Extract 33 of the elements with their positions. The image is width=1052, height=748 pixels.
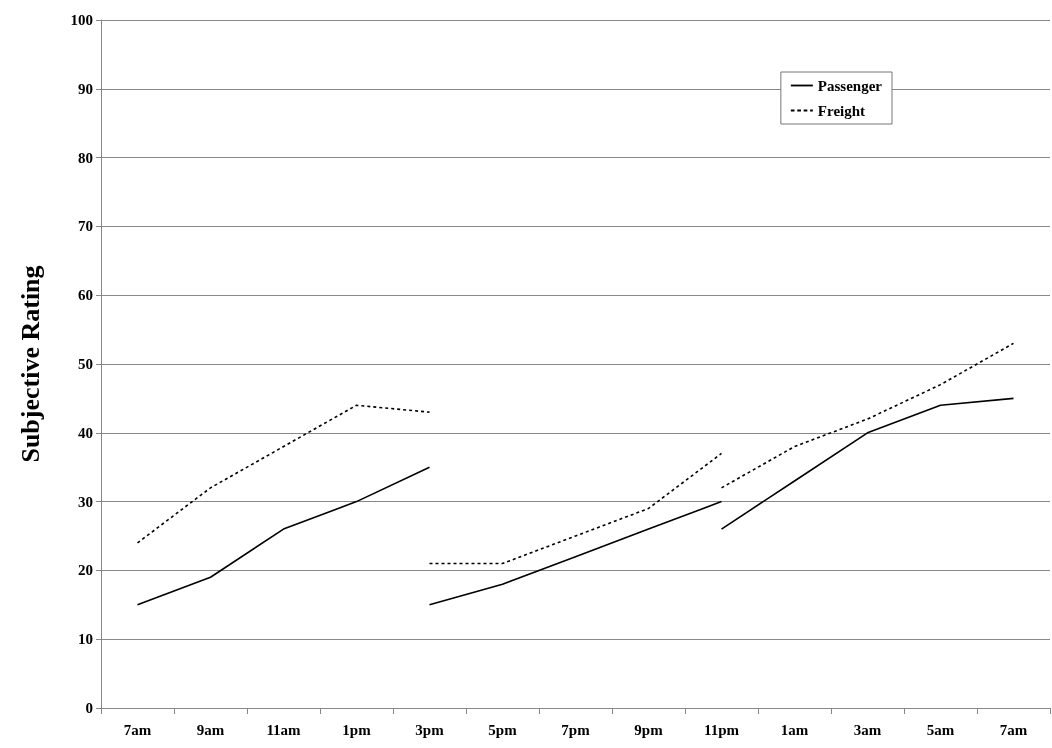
x-tick-label: 9pm bbox=[634, 721, 664, 738]
x-tick-label: 5am bbox=[926, 721, 955, 738]
x-tick-label: 7pm bbox=[561, 721, 591, 738]
legend-label: Passenger bbox=[817, 77, 883, 94]
legend-label: Freight bbox=[817, 102, 866, 119]
x-tick-label: 9am bbox=[196, 721, 225, 738]
x-tick-label: 11pm bbox=[703, 721, 740, 738]
y-tick-label: 70 bbox=[78, 218, 93, 235]
y-tick-label: 100 bbox=[70, 12, 93, 28]
x-tick-label: 5pm bbox=[488, 721, 518, 738]
x-tick-label: 7am bbox=[123, 721, 152, 738]
x-tick-label: 7am bbox=[999, 721, 1028, 738]
x-tick-label: 1pm bbox=[342, 721, 372, 738]
line-series bbox=[720, 397, 1015, 530]
y-tick-label: 80 bbox=[78, 149, 93, 166]
x-tick-label: 3am bbox=[853, 721, 882, 738]
x-tick-label: 3pm bbox=[415, 721, 445, 738]
y-tick-label: 20 bbox=[78, 562, 93, 579]
y-tick-label: 50 bbox=[78, 356, 93, 372]
line-series bbox=[136, 466, 431, 606]
y-axis-title: Subjective Rating bbox=[15, 265, 45, 463]
y-tick-label: 0 bbox=[85, 700, 93, 716]
line-series bbox=[720, 342, 1015, 489]
line-series bbox=[428, 452, 723, 565]
x-tick-label: 1am bbox=[780, 721, 809, 738]
line-series bbox=[136, 404, 431, 544]
y-tick-label: 40 bbox=[78, 424, 93, 441]
y-tick-label: 10 bbox=[78, 631, 93, 648]
y-tick-label: 30 bbox=[78, 493, 93, 510]
x-tick-label: 11am bbox=[266, 721, 302, 738]
y-tick-label: 60 bbox=[78, 287, 93, 304]
y-tick-label: 90 bbox=[78, 80, 93, 97]
line-series bbox=[428, 500, 723, 606]
